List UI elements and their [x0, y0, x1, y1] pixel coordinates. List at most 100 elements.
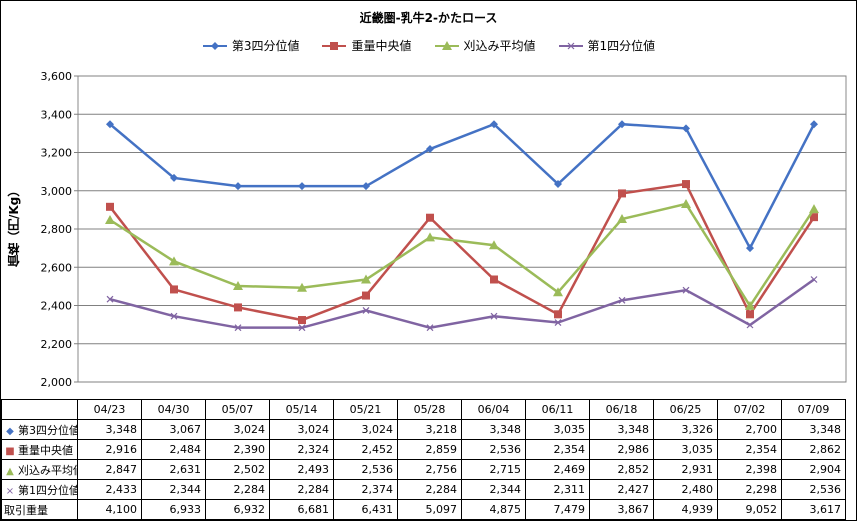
table-cell: 3,218	[397, 419, 462, 440]
chart-legend: 第3四分位値 重量中央値 刈込み平均値 第1四分位値	[1, 37, 856, 54]
legend-marker	[330, 41, 339, 50]
x-marker-icon: ×	[5, 485, 15, 497]
y-tick-label: 3,400	[41, 108, 73, 121]
series-2-point	[810, 213, 818, 222]
table-cell: 2,390	[205, 439, 270, 460]
table-cell: 6,431	[333, 499, 398, 520]
series-2-point	[554, 310, 562, 319]
x-category-label: 05/21	[333, 399, 398, 420]
table-cell: 2,756	[397, 459, 462, 480]
row-label: × 第1四分位値	[1, 479, 78, 500]
table-cell: 3,348	[781, 419, 846, 440]
table-cell: 2,536	[781, 479, 846, 500]
table-cell: 3,035	[525, 419, 590, 440]
series-2-point	[426, 213, 434, 222]
series-1-point	[106, 120, 114, 129]
table-cell: 2,311	[525, 479, 590, 500]
table-cell: 2,284	[397, 479, 462, 500]
x-category-label: 06/18	[589, 399, 654, 420]
series-4-point	[618, 296, 626, 304]
series-3-point	[809, 204, 819, 214]
series-2-point	[618, 189, 626, 198]
series-4-point	[746, 321, 754, 329]
row-label-text: 取引重量	[4, 503, 48, 517]
table-row: ◆ 第3四分位値 3,348 3,067 3,024 3,024 3,024 3,218 3,3…	[1, 419, 846, 440]
table-row: ■ 重量中央値 2,916 2,484 2,390 2,324 2,452 2,859 2,53…	[1, 439, 846, 460]
row-label: 取引重量	[1, 499, 78, 520]
row-label-text: 刈込み平均値	[18, 463, 78, 477]
table-cell: 2,344	[141, 479, 206, 500]
series-3-point	[489, 240, 499, 250]
series-line-2	[109, 182, 816, 322]
x-category-label: 06/04	[461, 399, 526, 420]
series-4-point	[170, 312, 178, 320]
series-3-point	[105, 215, 115, 225]
series-1-point	[554, 180, 562, 189]
diamond-marker-icon: ◆	[6, 425, 14, 437]
legend-marker	[210, 41, 219, 50]
series-4-point	[234, 324, 242, 332]
table-cell: 2,859	[397, 439, 462, 460]
table-cell: 2,536	[461, 439, 526, 460]
series-3-point	[169, 256, 179, 266]
series-3-point	[617, 214, 627, 224]
y-tick-label: 2,600	[41, 261, 73, 274]
series-4-point	[362, 307, 370, 314]
series-2-point	[362, 291, 370, 300]
table-cell: 2,480	[653, 479, 718, 500]
table-cell: 2,427	[589, 479, 654, 500]
series-3-point	[553, 287, 563, 297]
series-line-3	[109, 202, 816, 309]
x-category-label: 05/07	[205, 399, 270, 420]
table-cell: 3,348	[461, 419, 526, 440]
series-4-point	[106, 295, 114, 303]
series-1-point	[170, 173, 178, 182]
row-label-text: 第1四分位値	[18, 483, 78, 497]
table-cell: 2,916	[77, 439, 142, 460]
y-tick-label: 3,000	[41, 185, 73, 198]
row-label: ▲ 刈込み平均値	[1, 459, 78, 480]
x-category-label: 07/02	[717, 399, 782, 420]
legend-swatch	[558, 42, 583, 49]
series-1-point	[682, 124, 690, 133]
legend-swatch	[434, 40, 459, 50]
triangle-marker-icon: ▲	[6, 465, 14, 477]
x-category-label: 05/28	[397, 399, 462, 420]
table-cell: 3,348	[77, 419, 142, 440]
legend-item-2: 重量中央値	[321, 37, 412, 54]
series-1-point	[362, 182, 370, 191]
square-marker-icon: ■	[5, 445, 15, 457]
table-cell: 2,862	[781, 439, 846, 460]
table-cell: 2,284	[269, 479, 334, 500]
y-tick-label: 2,800	[41, 223, 73, 236]
y-tick-label: 2,000	[41, 376, 73, 389]
row-label: ◆ 第3四分位値	[1, 419, 78, 440]
y-tick-label: 3,600	[41, 70, 73, 83]
row-label-text: 重量中央値	[18, 443, 73, 457]
series-2-point	[298, 316, 306, 325]
table-cell: 3,067	[141, 419, 206, 440]
series-3-point	[745, 300, 755, 310]
series-1-point	[426, 145, 434, 154]
table-row: ▲ 刈込み平均値 2,847 2,631 2,502 2,493 2,536 2,756 2,7…	[1, 459, 846, 480]
y-tick-label: 3,200	[41, 147, 73, 160]
table-cell: 3,867	[589, 499, 654, 520]
data-table: 04/23 04/30 05/07 05/14 05/21 05/28 06/04 06/11…	[1, 399, 846, 520]
series-2-point	[746, 310, 754, 319]
y-tick-label: 2,200	[41, 338, 73, 351]
table-cell: 2,433	[77, 479, 142, 500]
table-cell: 2,354	[525, 439, 590, 460]
table-cell: 3,024	[205, 419, 270, 440]
legend-marker	[441, 40, 452, 50]
table-cell: 2,484	[141, 439, 206, 460]
table-cell: 2,284	[205, 479, 270, 500]
series-4-point	[298, 324, 306, 332]
table-cell: 6,933	[141, 499, 206, 520]
series-3-point	[233, 280, 243, 290]
table-cell: 2,852	[589, 459, 654, 480]
legend-item-4: 第1四分位値	[558, 37, 655, 54]
legend-label: 第3四分位値	[231, 39, 300, 53]
table-cell: 3,024	[333, 419, 398, 440]
series-4-point	[490, 312, 498, 320]
